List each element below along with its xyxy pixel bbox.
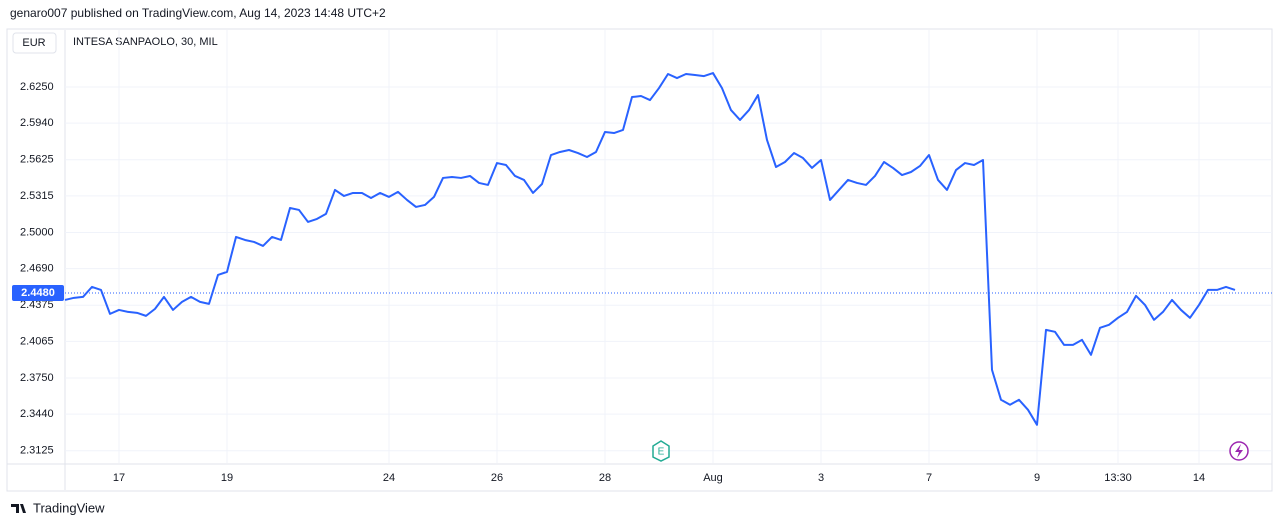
x-tick-label: Aug	[703, 472, 723, 484]
earnings-icon: E	[652, 440, 670, 462]
x-tick-label: 3	[818, 472, 824, 484]
y-tick-label: 2.3440	[20, 408, 54, 420]
brand: TradingView	[33, 500, 105, 515]
y-tick-label: 2.4690	[20, 263, 54, 275]
x-tick-label: 17	[113, 472, 125, 484]
chart-frame	[6, 28, 1273, 492]
y-tick-label: 2.5940	[20, 117, 54, 129]
currency: EUR	[22, 37, 45, 49]
y-tick-label: 2.5000	[20, 226, 54, 238]
y-tick-label: 2.5315	[20, 190, 54, 202]
x-tick-label: 24	[383, 472, 395, 484]
y-tick-label: 2.4375	[20, 299, 54, 311]
currency-box	[12, 32, 57, 54]
x-tick-label: 13:30	[1104, 472, 1132, 484]
dividend-icon	[1229, 441, 1249, 461]
y-tick-label: 2.3750	[20, 372, 54, 384]
x-tick-label: 19	[221, 472, 233, 484]
attribution: genaro007 published on TradingView.com, …	[10, 6, 386, 20]
earnings-label: E	[658, 447, 665, 458]
price-line	[64, 72, 1236, 426]
brand-logo: TradingView	[11, 500, 105, 515]
last-price-box	[12, 285, 64, 302]
y-tick-label: 2.4065	[20, 335, 54, 347]
last-price-label: 2.4480	[21, 287, 55, 299]
x-tick-label: 14	[1193, 472, 1205, 484]
x-tick-label: 26	[491, 472, 503, 484]
y-tick-label: 2.3125	[20, 445, 54, 457]
x-tick-label: 28	[599, 472, 611, 484]
x-tick-label: 7	[926, 472, 932, 484]
y-tick-label: 2.5625	[20, 154, 54, 166]
symbol-title: INTESA SANPAOLO, 30, MIL	[73, 36, 218, 48]
x-tick-label: 9	[1034, 472, 1040, 484]
y-tick-label: 2.6250	[20, 81, 54, 93]
